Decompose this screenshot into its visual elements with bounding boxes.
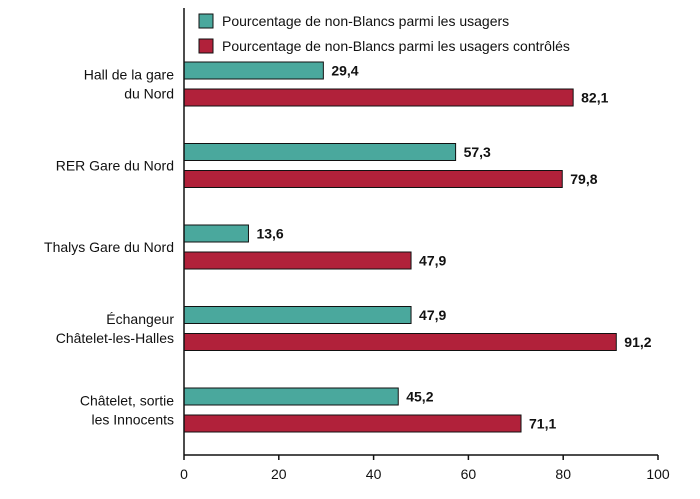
value-label-s1-c2: 57,3 [464,144,491,160]
category-label-3: Thalys Gare du Nord [44,239,174,255]
axes-group: 0 20 40 60 80 100 [180,8,670,482]
value-label-s2-c5: 71,1 [529,416,556,432]
x-tick-label-0: 0 [180,466,188,482]
legend-label-2: Pourcentage de non-Blancs parmi les usag… [222,38,570,54]
legend-swatch-2 [198,38,214,54]
bar-s1-c5 [183,387,399,406]
value-label-s2-c3: 47,9 [419,253,446,269]
category-label-2: RER Gare du Nord [56,158,174,174]
bar-s2-c5 [183,414,522,433]
x-tick-label-60: 60 [461,466,477,482]
value-label-s2-c4: 91,2 [624,334,651,350]
bar-s2-c3 [183,251,412,270]
value-label-s1-c1: 29,4 [331,63,358,79]
x-tick-label-80: 80 [555,466,571,482]
value-label-s1-c5: 45,2 [406,389,433,405]
value-label-s2-c1: 82,1 [581,90,608,106]
category-labels: Hall de la gare du Nord RER Gare du Nord Th… [44,67,174,428]
legend-swatch-1 [198,13,214,29]
x-tick-label-100: 100 [646,466,670,482]
category-label-4: Échangeur Châtelet-les-Halles [56,311,175,346]
bar-s2-c4 [183,333,617,351]
value-label-s2-c2: 79,8 [570,171,597,187]
value-label-s1-c4: 47,9 [419,307,446,323]
legend-label-1: Pourcentage de non-Blancs parmi les usag… [222,13,509,29]
bar-s1-c2 [183,143,457,161]
bar-s1-c1 [183,61,324,80]
bar-s2-c2 [183,170,563,188]
category-label-1: Hall de la gare du Nord [84,67,174,102]
value-label-s1-c3: 13,6 [256,226,283,242]
bar-s1-c4 [183,306,412,324]
legend: Pourcentage de non-Blancs parmi les usag… [198,13,570,54]
x-tick-label-20: 20 [271,466,287,482]
bar-s2-c1 [183,88,574,107]
x-tick-label-40: 40 [366,466,382,482]
bar-s1-c3 [183,224,249,243]
bars-group: 29,4 82,1 57,3 79,8 13,6 47,9 47,9 91,2 45,2 71,1 [183,61,652,433]
category-label-5: Châtelet, sortie les Innocents [80,393,174,428]
